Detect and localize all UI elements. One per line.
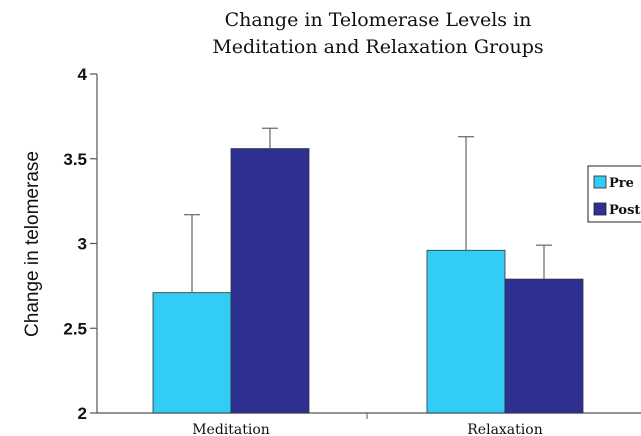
bar-post-relaxation — [504, 278, 584, 414]
x-tick-label-relaxation: Relaxation — [467, 422, 542, 436]
chart-title-line-1: Change in Telomerase Levels in — [225, 9, 532, 31]
error-bars — [184, 127, 552, 293]
y-tick-label: 3.5 — [63, 150, 87, 169]
legend-label-post: Post — [609, 203, 640, 218]
chart-title: Change in Telomerase Levels in Meditatio… — [212, 9, 543, 58]
bar-post-meditation — [230, 148, 310, 414]
y-axis-label: Change in telomerase — [22, 151, 43, 337]
bars — [152, 148, 584, 414]
x-tick-label-meditation: Meditation — [192, 422, 270, 436]
y-tick-label: 2.5 — [63, 319, 87, 338]
bar-pre-relaxation — [426, 249, 506, 414]
bar-pre-meditation — [152, 292, 232, 414]
chart-title-line-2: Meditation and Relaxation Groups — [212, 36, 543, 58]
y-tick-label: 3 — [78, 235, 87, 254]
y-tick-label: 4 — [78, 65, 88, 84]
y-tick-label: 2 — [78, 404, 87, 423]
tick-labels: 2 2.5 3 3.5 4 Meditation Relaxation — [63, 65, 542, 436]
legend-swatch-post — [593, 202, 607, 216]
legend: Pre Post — [587, 165, 641, 223]
legend-label-pre: Pre — [609, 176, 634, 191]
legend-swatch-pre — [593, 175, 607, 189]
